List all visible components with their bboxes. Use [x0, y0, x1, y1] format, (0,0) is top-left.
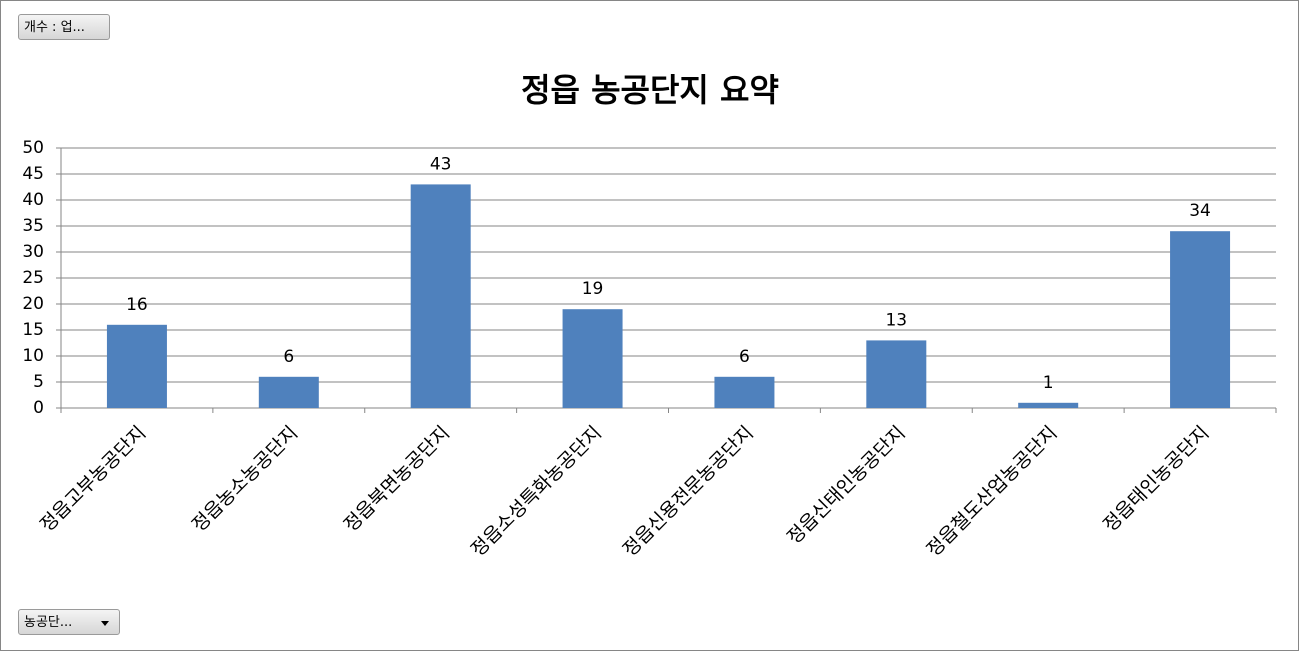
- y-tick-label: 15: [22, 320, 44, 340]
- chart-title: 정읍 농공단지 요약: [521, 71, 779, 109]
- data-label: 1: [1043, 373, 1054, 393]
- x-tick-label: 정읍신용전문농공단지: [619, 422, 758, 561]
- bar: [410, 184, 471, 408]
- y-tick-label: 25: [22, 268, 44, 288]
- axis-field-button[interactable]: 농공단...: [18, 609, 120, 635]
- y-tick-label: 5: [33, 372, 44, 392]
- bar: [258, 376, 319, 408]
- data-label: 13: [885, 310, 907, 330]
- x-tick-label: 정읍소성특화농공단지: [467, 422, 606, 561]
- y-tick-label: 30: [22, 242, 44, 262]
- bar: [714, 376, 775, 408]
- y-tick-label: 45: [22, 164, 44, 184]
- button-label: 개수 : 업...: [24, 20, 85, 35]
- bar: [1018, 402, 1079, 408]
- bar: [562, 309, 623, 408]
- data-label: 34: [1189, 201, 1211, 221]
- y-tick-label: 35: [22, 216, 44, 236]
- value-field-button[interactable]: 개수 : 업...: [18, 14, 110, 40]
- bar: [1170, 231, 1231, 408]
- bar: [106, 324, 167, 408]
- data-label: 16: [126, 295, 148, 315]
- x-tick-label: 정읍신태인농공단지: [783, 422, 910, 549]
- data-label: 6: [283, 347, 294, 367]
- x-tick-label: 정읍농소농공단지: [188, 422, 302, 536]
- x-tick-label: 정읍고부농공단지: [36, 422, 150, 536]
- bar: [866, 340, 927, 408]
- x-tick-label: 정읍북면농공단지: [340, 422, 454, 536]
- dropdown-arrow: [101, 621, 109, 626]
- y-tick-label: 20: [22, 294, 44, 314]
- data-label: 19: [582, 279, 604, 299]
- data-label: 6: [739, 347, 750, 367]
- x-tick-label: 정읍태인농공단지: [1099, 422, 1213, 536]
- y-tick-label: 40: [22, 190, 44, 210]
- y-tick-label: 0: [33, 398, 44, 418]
- x-tick-label: 정읍철도산업농공단지: [922, 422, 1061, 561]
- y-tick-label: 50: [22, 138, 44, 158]
- data-label: 43: [430, 154, 452, 174]
- button-label: 농공단...: [24, 615, 73, 630]
- y-tick-label: 10: [22, 346, 44, 366]
